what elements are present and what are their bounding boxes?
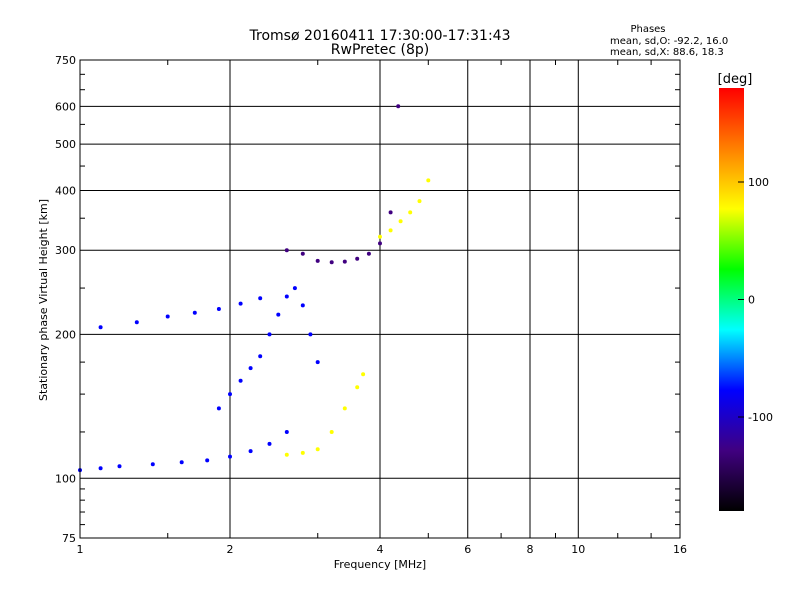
y-tick-label: 200 bbox=[55, 328, 76, 341]
data-point bbox=[248, 449, 253, 454]
data-point bbox=[417, 199, 422, 204]
data-point bbox=[258, 354, 263, 359]
data-point bbox=[267, 332, 272, 337]
y-tick-label: 400 bbox=[55, 184, 76, 197]
y-tick-label: 750 bbox=[55, 54, 76, 67]
data-point bbox=[258, 296, 263, 301]
data-point bbox=[315, 258, 320, 263]
data-point bbox=[98, 466, 103, 471]
data-point bbox=[300, 450, 305, 455]
data-point bbox=[388, 228, 393, 233]
data-point bbox=[398, 219, 403, 224]
data-point bbox=[355, 256, 360, 261]
data-point bbox=[192, 310, 197, 315]
colorbar-tick-label: 0 bbox=[748, 294, 755, 307]
x-tick-label: 6 bbox=[464, 543, 471, 556]
data-point bbox=[378, 241, 382, 246]
data-point bbox=[267, 441, 272, 446]
colorbar-tick-label: 100 bbox=[748, 176, 769, 189]
data-point bbox=[165, 314, 170, 319]
x-axis-label: Frequency [MHz] bbox=[334, 558, 426, 571]
data-point bbox=[388, 210, 393, 215]
data-point bbox=[284, 452, 289, 457]
phases-line-x: mean, sd,X: 88.6, 18.3 bbox=[610, 47, 724, 58]
data-point bbox=[228, 392, 232, 397]
data-point bbox=[238, 301, 243, 306]
y-tick-label: 100 bbox=[55, 472, 76, 485]
axis-ticks: 1 2 4 6 8 10 16 75 100 200 300 400 500 600 750 bbox=[55, 54, 687, 556]
data-point bbox=[117, 464, 122, 469]
data-point bbox=[342, 406, 347, 411]
y-tick-label: 500 bbox=[55, 138, 76, 151]
data-point bbox=[315, 447, 320, 452]
data-point bbox=[396, 104, 401, 109]
chart-subtitle: RwPretec (8p) bbox=[331, 42, 429, 58]
x-tick-label: 10 bbox=[571, 543, 585, 556]
data-point bbox=[408, 210, 413, 215]
colorbar-tick-label: -100 bbox=[748, 411, 773, 424]
y-tick-label: 600 bbox=[55, 100, 76, 113]
data-point bbox=[284, 248, 289, 253]
data-point bbox=[342, 259, 347, 264]
data-point bbox=[228, 454, 232, 459]
y-tick-label: 300 bbox=[55, 244, 76, 257]
data-point bbox=[276, 312, 281, 317]
data-point bbox=[205, 458, 210, 463]
data-point bbox=[150, 462, 155, 467]
x-tick-label: 1 bbox=[77, 543, 84, 556]
x-tick-label: 16 bbox=[673, 543, 687, 556]
data-point bbox=[216, 307, 221, 311]
data-point bbox=[216, 406, 221, 411]
chart-title: Tromsø 20160411 17:30:00-17:31:43 bbox=[249, 28, 511, 44]
y-axis-label: Stationary phase Virtual Height [km] bbox=[37, 199, 50, 401]
data-points bbox=[78, 104, 431, 473]
data-point bbox=[329, 430, 334, 434]
data-point bbox=[284, 294, 289, 299]
colorbar-label: [deg] bbox=[718, 72, 753, 87]
data-point bbox=[329, 260, 334, 265]
x-tick-label: 2 bbox=[227, 543, 234, 556]
phases-heading: Phases bbox=[630, 24, 665, 35]
data-point bbox=[300, 251, 305, 256]
data-point bbox=[361, 372, 366, 377]
plot-frame bbox=[79, 59, 681, 539]
data-point bbox=[355, 385, 360, 390]
phases-line-o: mean, sd,O: -92.2, 16.0 bbox=[610, 36, 728, 47]
data-point bbox=[98, 325, 103, 330]
grid bbox=[80, 60, 680, 538]
data-point bbox=[134, 320, 139, 325]
data-point bbox=[378, 234, 382, 239]
x-tick-label: 4 bbox=[377, 543, 384, 556]
x-tick-label: 8 bbox=[527, 543, 534, 556]
y-tick-label: 75 bbox=[62, 532, 76, 545]
data-point bbox=[315, 360, 320, 365]
data-point bbox=[238, 378, 243, 383]
data-point bbox=[426, 178, 431, 183]
data-point bbox=[179, 460, 184, 465]
data-point bbox=[248, 366, 253, 371]
data-point bbox=[284, 430, 289, 434]
data-point bbox=[292, 286, 297, 291]
data-point bbox=[366, 251, 371, 256]
data-point bbox=[300, 303, 305, 308]
data-point bbox=[308, 332, 313, 337]
colorbar-ticks: 100 0 -100 bbox=[738, 176, 773, 424]
